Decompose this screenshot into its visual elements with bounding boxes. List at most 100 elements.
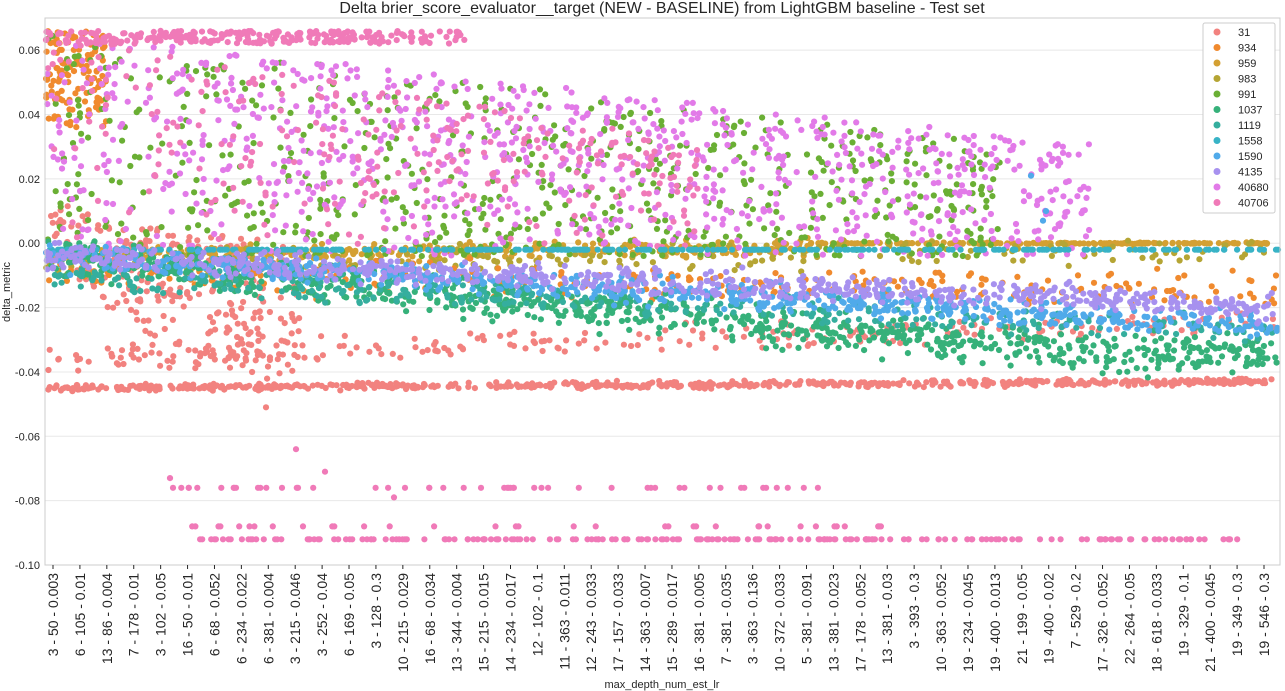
data-point — [682, 195, 689, 202]
data-point — [919, 225, 926, 232]
data-point — [634, 161, 641, 168]
data-point — [965, 136, 972, 144]
data-point — [249, 368, 256, 376]
data-point — [989, 193, 996, 200]
data-point — [596, 331, 603, 338]
data-point — [464, 231, 471, 239]
data-point — [930, 192, 937, 199]
data-point — [140, 189, 147, 196]
data-point — [566, 197, 573, 204]
data-point — [119, 137, 126, 144]
data-point — [968, 161, 975, 168]
data-point — [389, 385, 396, 392]
data-point — [170, 119, 177, 126]
data-point — [984, 381, 992, 389]
data-point — [635, 146, 642, 153]
data-point — [354, 108, 361, 115]
data-point — [434, 167, 441, 174]
data-point — [395, 252, 402, 259]
data-point — [1039, 379, 1046, 386]
data-point — [569, 221, 576, 228]
data-point — [48, 82, 55, 89]
data-point — [72, 90, 79, 97]
data-point — [762, 141, 770, 148]
data-point — [412, 344, 419, 351]
data-point — [494, 177, 501, 184]
data-point — [696, 379, 703, 386]
data-point — [824, 160, 832, 167]
data-point — [117, 354, 124, 361]
data-point — [402, 105, 409, 113]
data-point — [798, 126, 805, 133]
data-point — [510, 178, 517, 185]
data-point — [1268, 376, 1275, 383]
data-point — [63, 71, 70, 78]
data-point — [50, 49, 57, 56]
data-point — [752, 258, 759, 265]
data-point — [160, 312, 167, 320]
data-point — [181, 383, 188, 390]
data-point — [215, 97, 222, 104]
data-point — [280, 59, 287, 66]
data-point — [424, 123, 431, 130]
data-point — [521, 168, 528, 175]
data-point — [897, 340, 904, 347]
data-point — [349, 29, 356, 36]
data-point — [561, 348, 568, 355]
data-point — [807, 240, 814, 247]
data-point — [62, 188, 69, 195]
data-point — [185, 484, 192, 491]
data-point — [923, 379, 930, 386]
data-point — [778, 214, 786, 221]
data-point — [961, 188, 968, 195]
data-point — [142, 99, 150, 106]
data-point — [218, 484, 225, 491]
data-point — [740, 382, 748, 389]
data-point — [491, 109, 498, 116]
data-point — [85, 226, 92, 233]
data-point — [73, 234, 81, 241]
data-point — [841, 119, 848, 126]
data-point — [535, 178, 542, 185]
data-point — [252, 80, 259, 88]
data-point — [390, 82, 397, 89]
data-point — [142, 327, 149, 334]
data-point — [498, 85, 505, 92]
data-point — [225, 344, 233, 351]
data-point — [208, 37, 215, 44]
data-point — [923, 194, 930, 201]
data-point — [614, 113, 622, 120]
data-point — [97, 65, 104, 72]
data-point — [730, 380, 737, 387]
data-point — [906, 201, 914, 208]
data-point — [328, 67, 335, 74]
data-point — [110, 35, 117, 42]
data-point — [1004, 157, 1011, 164]
data-point — [477, 83, 484, 91]
data-point — [772, 270, 779, 277]
data-point — [474, 335, 481, 342]
data-point — [981, 161, 988, 168]
data-point — [481, 139, 488, 146]
data-point — [1006, 378, 1013, 385]
data-point — [381, 188, 388, 195]
data-point — [159, 140, 166, 147]
data-point — [819, 123, 826, 131]
data-point — [249, 97, 256, 104]
data-point — [260, 536, 267, 543]
data-point — [354, 73, 361, 80]
data-point — [800, 258, 807, 265]
data-point — [597, 131, 604, 138]
data-point — [841, 144, 848, 151]
data-point — [166, 168, 173, 175]
data-point — [72, 34, 79, 41]
data-point — [498, 196, 506, 203]
data-point — [134, 316, 141, 323]
data-point — [73, 117, 80, 124]
data-point — [526, 143, 533, 150]
data-point — [868, 536, 876, 543]
data-point — [244, 33, 251, 40]
data-point — [155, 147, 162, 154]
data-point — [421, 150, 428, 157]
data-point — [445, 40, 453, 47]
